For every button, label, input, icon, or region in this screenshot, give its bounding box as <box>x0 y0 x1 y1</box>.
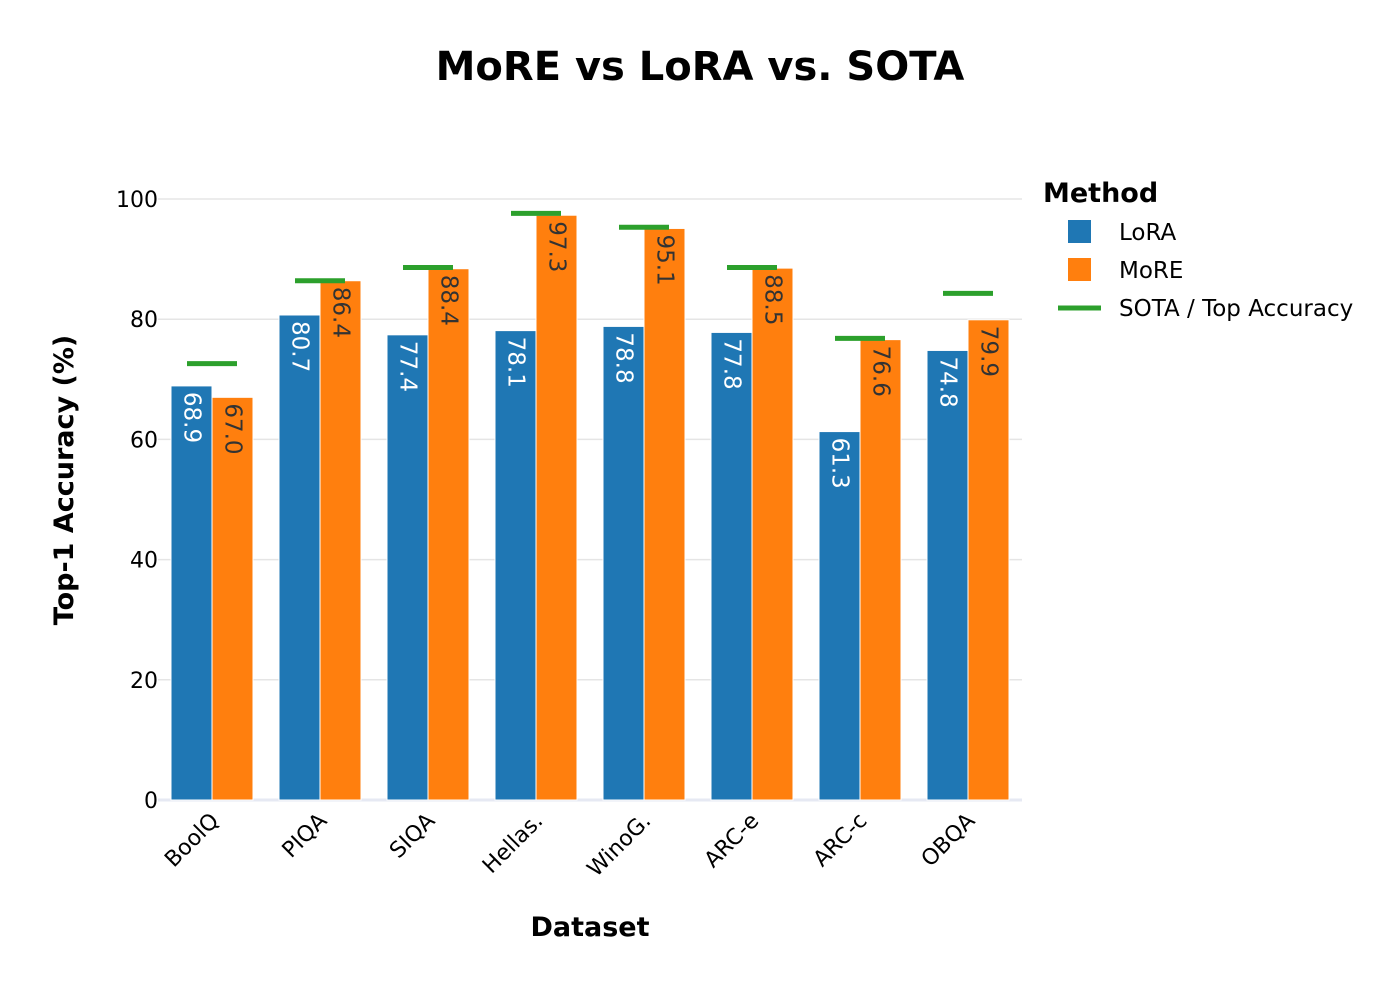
y-tick-label: 40 <box>130 549 158 574</box>
y-axis-title: Top-1 Accuracy (%) <box>49 335 80 626</box>
y-tick-label: 0 <box>144 789 158 814</box>
legend-title: Method <box>1043 178 1158 209</box>
bar-more-arce <box>751 267 794 801</box>
x-tick-label: WinoG. <box>583 809 656 882</box>
bar-value-label: 78.8 <box>611 332 637 383</box>
reference-markers <box>187 210 993 367</box>
bar-value-label: 74.8 <box>935 356 961 407</box>
bar-value-label: 79.9 <box>976 326 1002 377</box>
y-tick-label: 20 <box>130 669 158 694</box>
bar-value-label: 67.0 <box>220 403 246 454</box>
legend: Method LoRA MoRE SOTA / Top Accuracy <box>1043 178 1353 322</box>
bar-value-label: 77.8 <box>719 338 745 389</box>
bar-lora-arcc <box>818 431 861 801</box>
chart-title: MoRE vs LoRA vs. SOTA <box>436 44 965 90</box>
bar-value-label: 68.9 <box>179 392 205 443</box>
legend-label-sota: SOTA / Top Accuracy <box>1119 296 1353 322</box>
y-tick-label: 60 <box>130 428 158 453</box>
y-axis-ticks: 0 20 40 60 80 100 <box>116 188 158 814</box>
x-axis-ticks: BoolQ PIQA SIQA Hellas. WinoG. ARC-e ARC-c OBQA <box>160 809 980 882</box>
bars <box>170 214 1010 801</box>
bar-value-label: 97.3 <box>544 221 570 272</box>
bar-value-label: 77.4 <box>395 341 421 392</box>
bar-value-label: 86.4 <box>328 287 354 338</box>
x-axis-title: Dataset <box>530 912 649 943</box>
bar-lora-hellas <box>494 330 537 801</box>
bar-more-hellas <box>535 214 578 801</box>
bar-more-piqa <box>319 280 362 801</box>
bar-more-boolq <box>211 396 254 801</box>
x-tick-label: SIQA <box>385 809 440 864</box>
bar-labels: 68.9 67.0 80.7 86.4 77.4 88.4 78.1 97.3 78.8 95.1… <box>179 221 1002 489</box>
bar-value-label: 61.3 <box>827 438 853 489</box>
bar-lora-winog <box>602 325 645 801</box>
bar-more-winog <box>643 227 686 801</box>
x-tick-label: PIQA <box>278 809 333 864</box>
x-tick-label: BoolQ <box>160 809 224 873</box>
bar-more-obqa <box>967 319 1010 801</box>
x-tick-label: OBQA <box>917 809 980 872</box>
bar-value-label: 78.1 <box>503 337 529 388</box>
legend-label-more: MoRE <box>1119 258 1183 284</box>
bar-lora-piqa <box>278 314 321 801</box>
bar-more-arcc <box>859 339 902 801</box>
bar-more-siqa <box>427 268 470 801</box>
legend-label-lora: LoRA <box>1119 220 1177 246</box>
bar-value-label: 80.7 <box>287 321 313 372</box>
y-tick-label: 80 <box>130 308 158 333</box>
bar-value-label: 88.5 <box>760 274 786 325</box>
bar-lora-boolq <box>170 385 213 801</box>
bar-lora-siqa <box>386 334 429 801</box>
x-tick-label: Hellas. <box>478 809 548 879</box>
y-tick-label: 100 <box>116 188 158 213</box>
legend-swatch-lora <box>1068 220 1091 243</box>
x-tick-label: ARC-c <box>809 809 872 872</box>
bar-lora-arce <box>710 331 753 801</box>
legend-swatch-more <box>1068 258 1091 281</box>
bar-value-label: 95.1 <box>652 234 678 285</box>
bar-value-label: 88.4 <box>436 275 462 326</box>
x-tick-label: ARC-e <box>700 809 764 873</box>
bar-value-label: 76.6 <box>868 346 894 397</box>
bar-lora-obqa <box>926 349 969 801</box>
